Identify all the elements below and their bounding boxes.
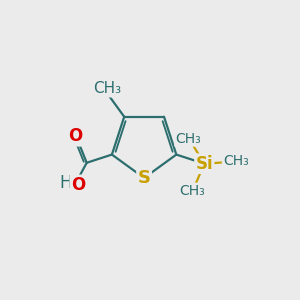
Text: CH₃: CH₃ — [223, 154, 249, 168]
Text: O: O — [68, 127, 83, 145]
Text: CH₃: CH₃ — [93, 81, 121, 96]
Text: O: O — [71, 176, 85, 194]
Text: H: H — [59, 174, 71, 192]
Text: CH₃: CH₃ — [180, 184, 206, 198]
Text: Si: Si — [196, 155, 213, 173]
Text: CH₃: CH₃ — [175, 132, 201, 145]
Text: S: S — [138, 169, 151, 187]
